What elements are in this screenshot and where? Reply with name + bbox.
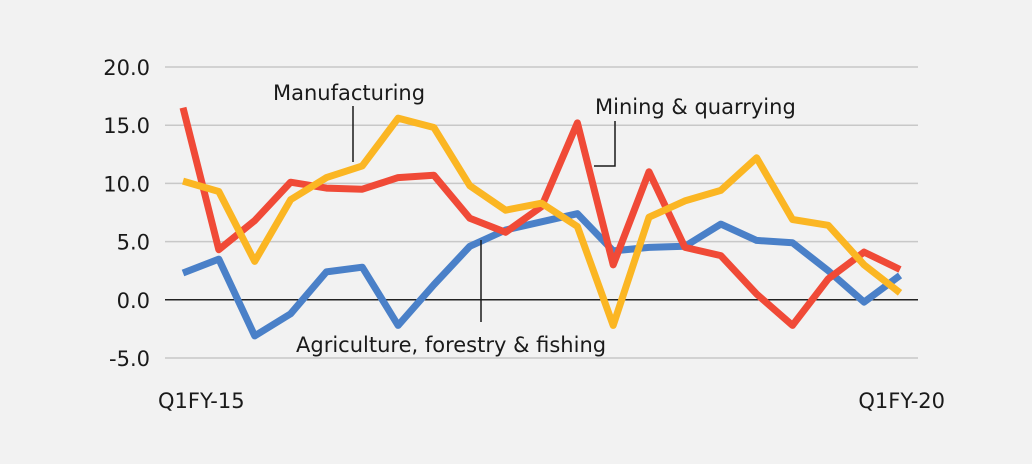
y-tick-label: 10.0	[103, 172, 150, 196]
mining-leader	[594, 121, 616, 167]
annotation-agriculture: Agriculture, forestry & fishing	[296, 333, 606, 357]
x-axis-tick-labels: Q1FY-15 Q1FY-20	[158, 389, 945, 413]
annotation-mining: Mining & quarrying	[595, 95, 796, 119]
series-line-2	[181, 210, 903, 340]
y-tick-label: 20.0	[103, 56, 150, 80]
series-lines	[179, 106, 903, 340]
y-axis-tick-labels: 20.0 15.0 10.0 5.0 0.0 -5.0	[103, 56, 150, 371]
y-tick-label: 15.0	[103, 114, 150, 138]
annotations: Manufacturing Mining & quarrying Agricul…	[273, 81, 796, 357]
x-tick-label: Q1FY-20	[858, 389, 945, 413]
annotation-leaders	[352, 106, 616, 322]
y-tick-label: 0.0	[117, 289, 150, 313]
annotation-manufacturing: Manufacturing	[273, 81, 425, 105]
y-tick-label: -5.0	[109, 347, 150, 371]
x-tick-label: Q1FY-15	[158, 389, 245, 413]
series-line-0	[182, 114, 903, 329]
y-tick-label: 5.0	[117, 231, 150, 255]
